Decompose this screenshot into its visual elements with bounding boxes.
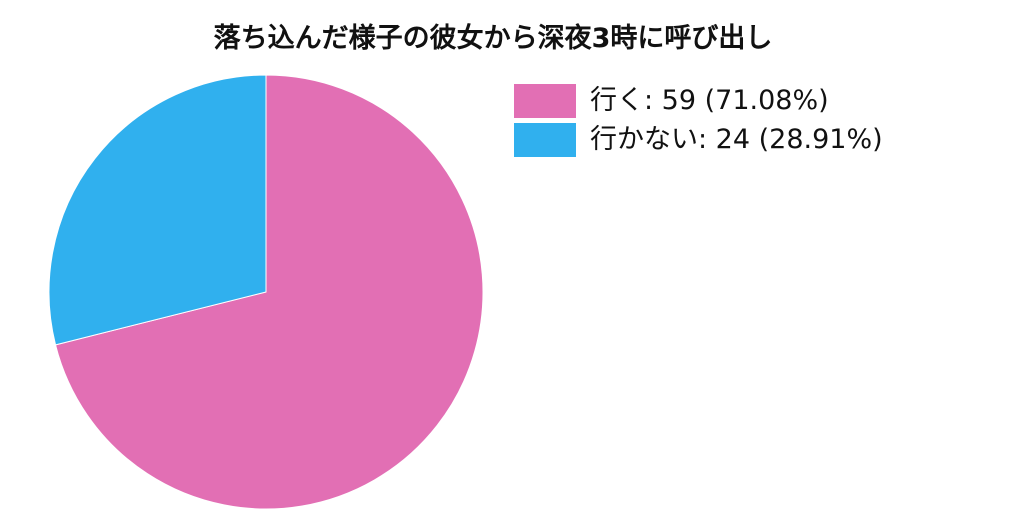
legend-label-iku: 行く: 59 (71.08%) <box>590 85 829 116</box>
legend: 行く: 59 (71.08%) 行かない: 24 (28.91%) <box>514 84 883 162</box>
legend-item-iku: 行く: 59 (71.08%) <box>514 84 883 118</box>
pie-slice-ikanai <box>48 74 267 346</box>
legend-swatch-iku <box>514 84 576 118</box>
pie-slice-iku <box>54 74 484 510</box>
legend-swatch-ikanai <box>514 123 576 157</box>
chart-title: 落ち込んだ様子の彼女から深夜3時に呼び出し <box>213 23 773 54</box>
pie-slices <box>48 74 484 510</box>
legend-label-ikanai: 行かない: 24 (28.91%) <box>590 124 883 155</box>
legend-item-ikanai: 行かない: 24 (28.91%) <box>514 123 883 157</box>
